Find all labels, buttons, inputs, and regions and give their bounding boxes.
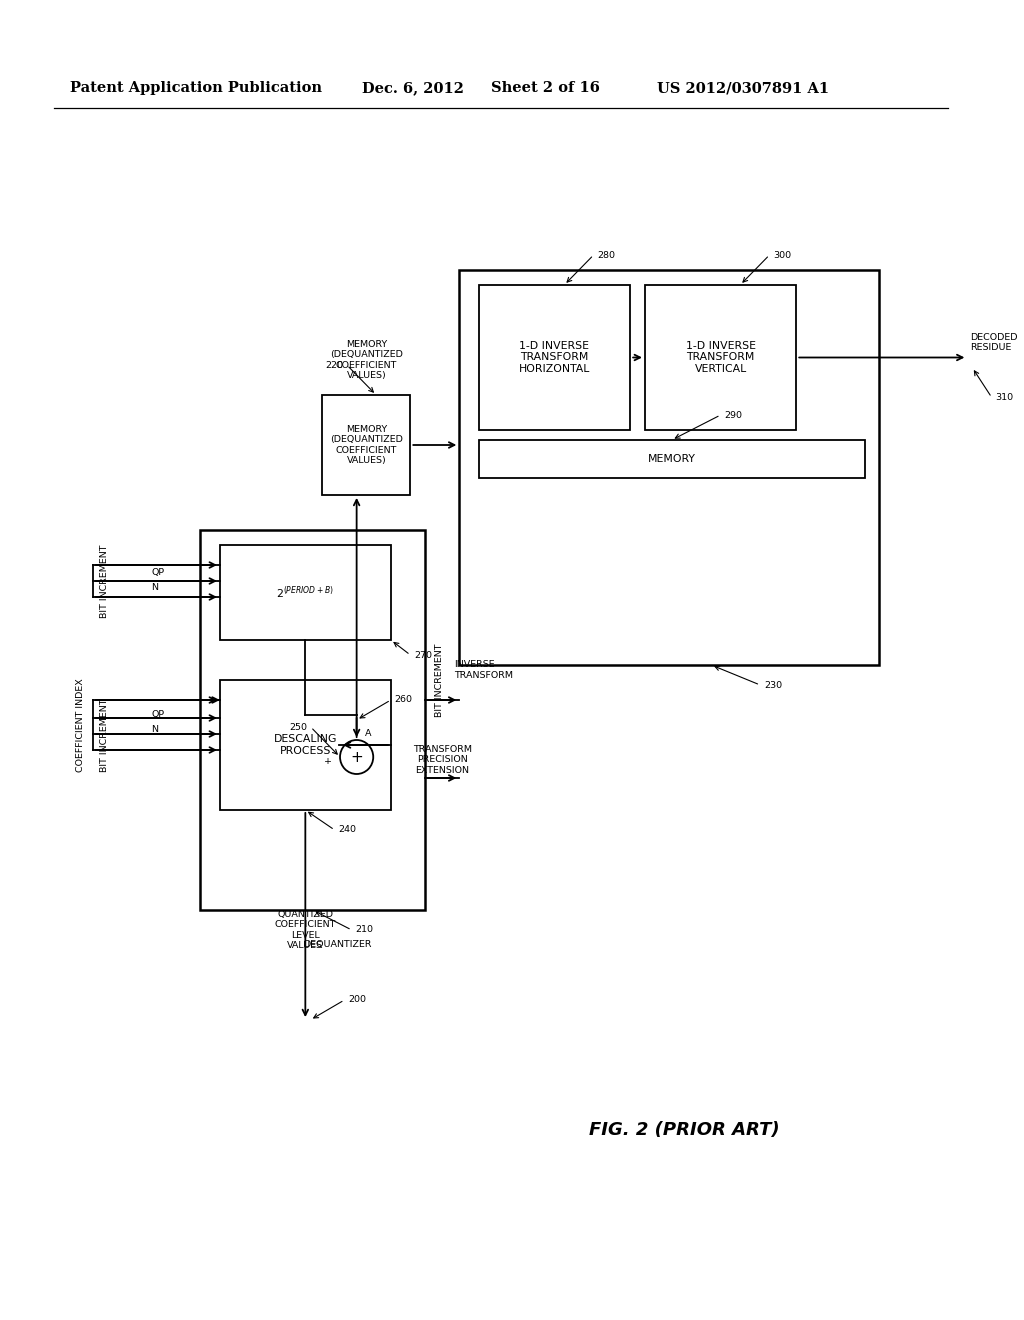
Text: 280: 280 (597, 251, 615, 260)
Text: 240: 240 (339, 825, 356, 834)
Bar (645, 285, 797, 430)
Text: FIG. 2 (PRIOR ART): FIG. 2 (PRIOR ART) (589, 1121, 779, 1139)
Text: 300: 300 (773, 251, 792, 260)
Text: 310: 310 (995, 393, 1014, 403)
Text: +: + (350, 750, 362, 764)
Bar (323, 395, 411, 495)
Text: N: N (152, 726, 159, 734)
Text: Patent Application Publication: Patent Application Publication (71, 81, 323, 95)
Text: 200: 200 (348, 995, 367, 1005)
Text: DESCALING
PROCESS: DESCALING PROCESS (273, 734, 337, 756)
Text: 210: 210 (355, 925, 374, 935)
Text: Dec. 6, 2012: Dec. 6, 2012 (361, 81, 464, 95)
Text: QUANTIZED
COEFFICIENT
LEVEL
VALUES: QUANTIZED COEFFICIENT LEVEL VALUES (274, 909, 336, 950)
Text: 230: 230 (764, 681, 782, 689)
Text: 220: 220 (325, 360, 343, 370)
Bar (201, 531, 425, 909)
Text: N: N (152, 582, 159, 591)
Circle shape (340, 741, 373, 774)
Text: +: + (325, 756, 333, 766)
Text: COEFFICIENT INDEX: COEFFICIENT INDEX (76, 678, 85, 772)
Text: Sheet 2 of 16: Sheet 2 of 16 (492, 81, 600, 95)
Text: MEMORY
(DEQUANTIZED
COEFFICIENT
VALUES): MEMORY (DEQUANTIZED COEFFICIENT VALUES) (330, 425, 402, 465)
Text: 1-D INVERSE
TRANSFORM
VERTICAL: 1-D INVERSE TRANSFORM VERTICAL (686, 341, 756, 374)
Bar (459, 271, 880, 665)
Text: BIT INCREMENT: BIT INCREMENT (100, 698, 109, 772)
Text: BIT INCREMENT: BIT INCREMENT (100, 544, 109, 618)
Text: QP: QP (152, 568, 165, 577)
Text: DEQUANTIZER: DEQUANTIZER (303, 940, 372, 949)
Text: US 2012/0307891 A1: US 2012/0307891 A1 (656, 81, 828, 95)
Text: MEMORY: MEMORY (648, 454, 695, 465)
Text: 290: 290 (725, 411, 742, 420)
Text: 270: 270 (415, 651, 432, 660)
Text: QP: QP (152, 710, 165, 719)
Text: 250: 250 (289, 722, 307, 731)
Text: $2^{(PERIOD+B)}$: $2^{(PERIOD+B)}$ (276, 585, 334, 601)
Text: DECODED
RESIDUE: DECODED RESIDUE (970, 333, 1018, 352)
Text: INVERSE
TRANSFORM: INVERSE TRANSFORM (455, 660, 513, 680)
Text: 1-D INVERSE
TRANSFORM
HORIZONTAL: 1-D INVERSE TRANSFORM HORIZONTAL (519, 341, 590, 374)
Text: TRANSFORM
PRECISION
EXTENSION: TRANSFORM PRECISION EXTENSION (413, 744, 472, 775)
Text: A: A (365, 729, 371, 738)
Text: BIT INCREMENT: BIT INCREMENT (435, 643, 443, 717)
Bar (479, 440, 864, 478)
Bar (220, 545, 391, 640)
Text: 260: 260 (394, 696, 413, 705)
Text: MEMORY
(DEQUANTIZED
COEFFICIENT
VALUES): MEMORY (DEQUANTIZED COEFFICIENT VALUES) (330, 339, 402, 380)
Bar (220, 680, 391, 810)
Bar (479, 285, 630, 430)
